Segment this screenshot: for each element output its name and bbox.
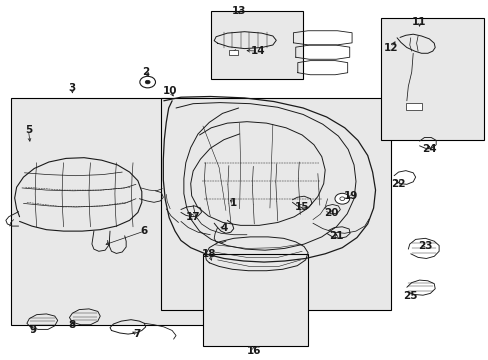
- Text: 5: 5: [25, 125, 32, 135]
- Text: 1: 1: [230, 198, 237, 208]
- Text: 13: 13: [231, 6, 245, 16]
- Bar: [381, 18, 483, 140]
- Text: 14: 14: [250, 46, 265, 56]
- Text: 7: 7: [133, 329, 141, 339]
- Bar: [203, 254, 307, 346]
- Text: 11: 11: [411, 17, 426, 27]
- Circle shape: [140, 76, 155, 88]
- Circle shape: [334, 193, 349, 204]
- Text: 25: 25: [403, 291, 417, 301]
- Text: 20: 20: [324, 208, 338, 218]
- Bar: [211, 11, 303, 79]
- Bar: [405, 103, 421, 110]
- Bar: [161, 98, 390, 310]
- Text: 23: 23: [417, 240, 432, 251]
- Text: 18: 18: [202, 249, 216, 259]
- Bar: [11, 98, 210, 325]
- Text: 12: 12: [383, 42, 398, 53]
- Text: 4: 4: [220, 222, 227, 233]
- Text: 24: 24: [421, 144, 436, 154]
- Circle shape: [145, 80, 150, 84]
- Text: 19: 19: [343, 191, 358, 201]
- Text: 10: 10: [163, 86, 177, 96]
- Text: 8: 8: [69, 320, 76, 330]
- Text: 15: 15: [294, 202, 309, 212]
- Text: 21: 21: [328, 231, 343, 241]
- Text: 9: 9: [30, 325, 37, 336]
- Text: 16: 16: [246, 346, 261, 356]
- Text: 22: 22: [390, 179, 405, 189]
- Circle shape: [339, 197, 344, 201]
- Text: 3: 3: [69, 83, 76, 93]
- Text: 6: 6: [141, 226, 147, 236]
- Bar: [229, 50, 238, 55]
- Text: 2: 2: [142, 67, 149, 77]
- Text: 17: 17: [185, 212, 200, 222]
